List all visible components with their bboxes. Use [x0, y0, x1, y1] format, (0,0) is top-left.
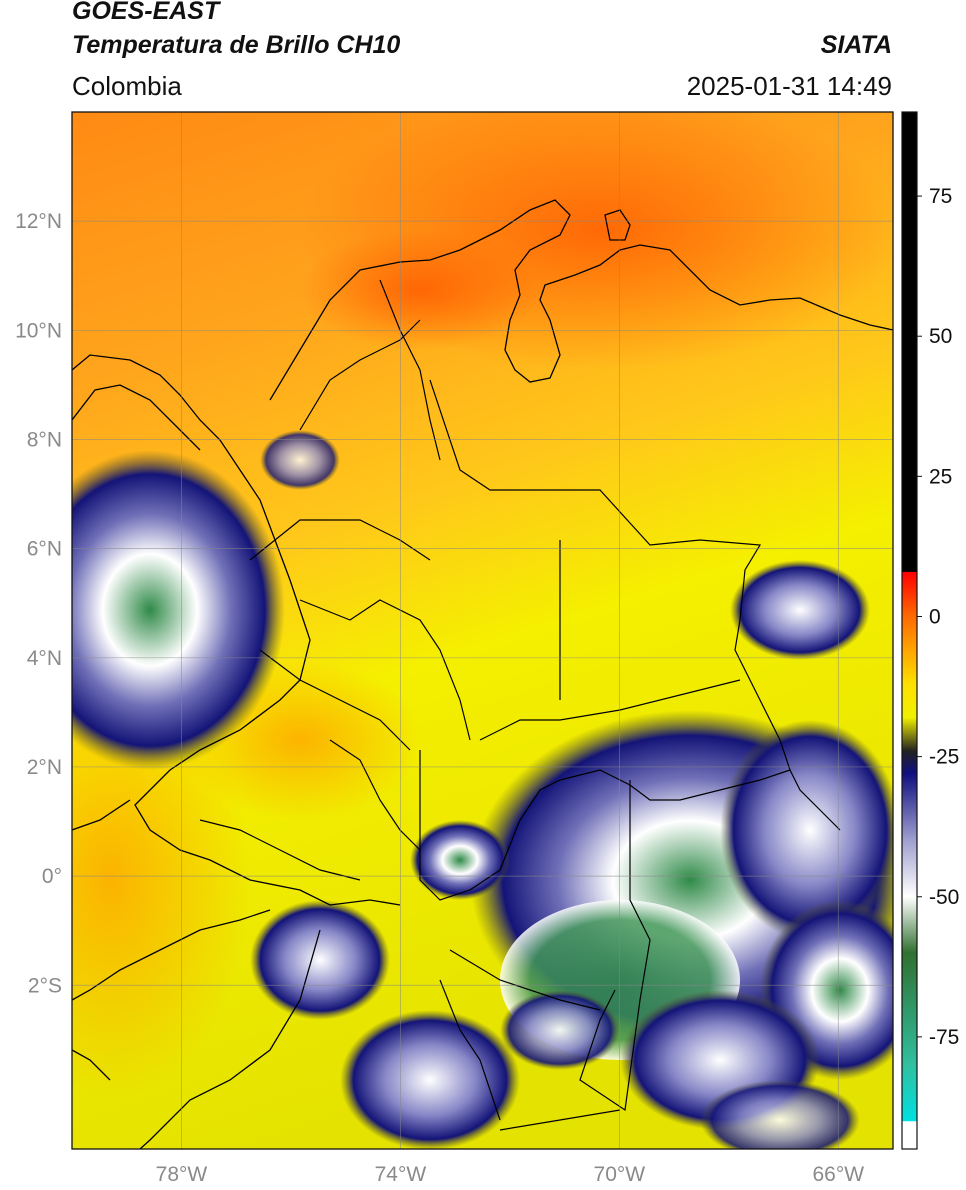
- satellite-title: GOES-EAST: [72, 0, 220, 25]
- longitude-ticks: 78°W 74°W 70°W 66°W: [156, 1163, 865, 1186]
- lat-tick-label: 12°N: [15, 210, 62, 233]
- lon-tick-label: 70°W: [594, 1163, 646, 1186]
- map-frame: [71, 111, 894, 1150]
- lat-tick-label: 0°: [42, 865, 62, 888]
- lon-tick-label: 74°W: [375, 1163, 427, 1186]
- coastline-borders: [72, 199, 893, 1149]
- lat-tick-label: 2°N: [27, 756, 62, 779]
- lat-tick-label: 4°N: [27, 647, 62, 670]
- map-gridlines: [72, 112, 893, 1149]
- datetime-label: 2025-01-31 14:49: [686, 71, 892, 101]
- region-label: Colombia: [72, 71, 182, 101]
- brand-label: SIATA: [820, 31, 892, 59]
- latitude-ticks: 12°N 10°N 8°N 6°N 4°N 2°N 0° 2°S: [15, 210, 62, 997]
- lat-tick-label: 6°N: [27, 538, 62, 561]
- colorbar-frame: [901, 111, 918, 1150]
- political-borders: [199, 279, 841, 1131]
- colorbar-tick-label: 0: [929, 605, 941, 628]
- lon-tick-label: 66°W: [812, 1163, 864, 1186]
- product-title: Temperatura de Brillo CH10: [72, 31, 401, 59]
- colorbar-ramp: [902, 112, 917, 1149]
- lat-tick-label: 8°N: [27, 428, 62, 451]
- lon-tick-label: 78°W: [156, 1163, 208, 1186]
- colorbar: 75 50 25 0 -25 -50 -75: [901, 111, 959, 1150]
- lat-tick-label: 2°S: [28, 974, 62, 997]
- colorbar-tick-label: -25: [929, 746, 959, 769]
- colorbar-tick-label: 50: [929, 325, 952, 348]
- colorbar-tick-label: 75: [929, 185, 952, 208]
- colorbar-tick-label: -50: [929, 886, 959, 909]
- colorbar-tick-label: 25: [929, 465, 952, 488]
- satellite-imagery: [72, 112, 893, 1149]
- colorbar-tick-label: -75: [929, 1026, 959, 1049]
- lat-tick-label: 10°N: [15, 319, 62, 342]
- cloud-mass-pacific: [72, 450, 285, 770]
